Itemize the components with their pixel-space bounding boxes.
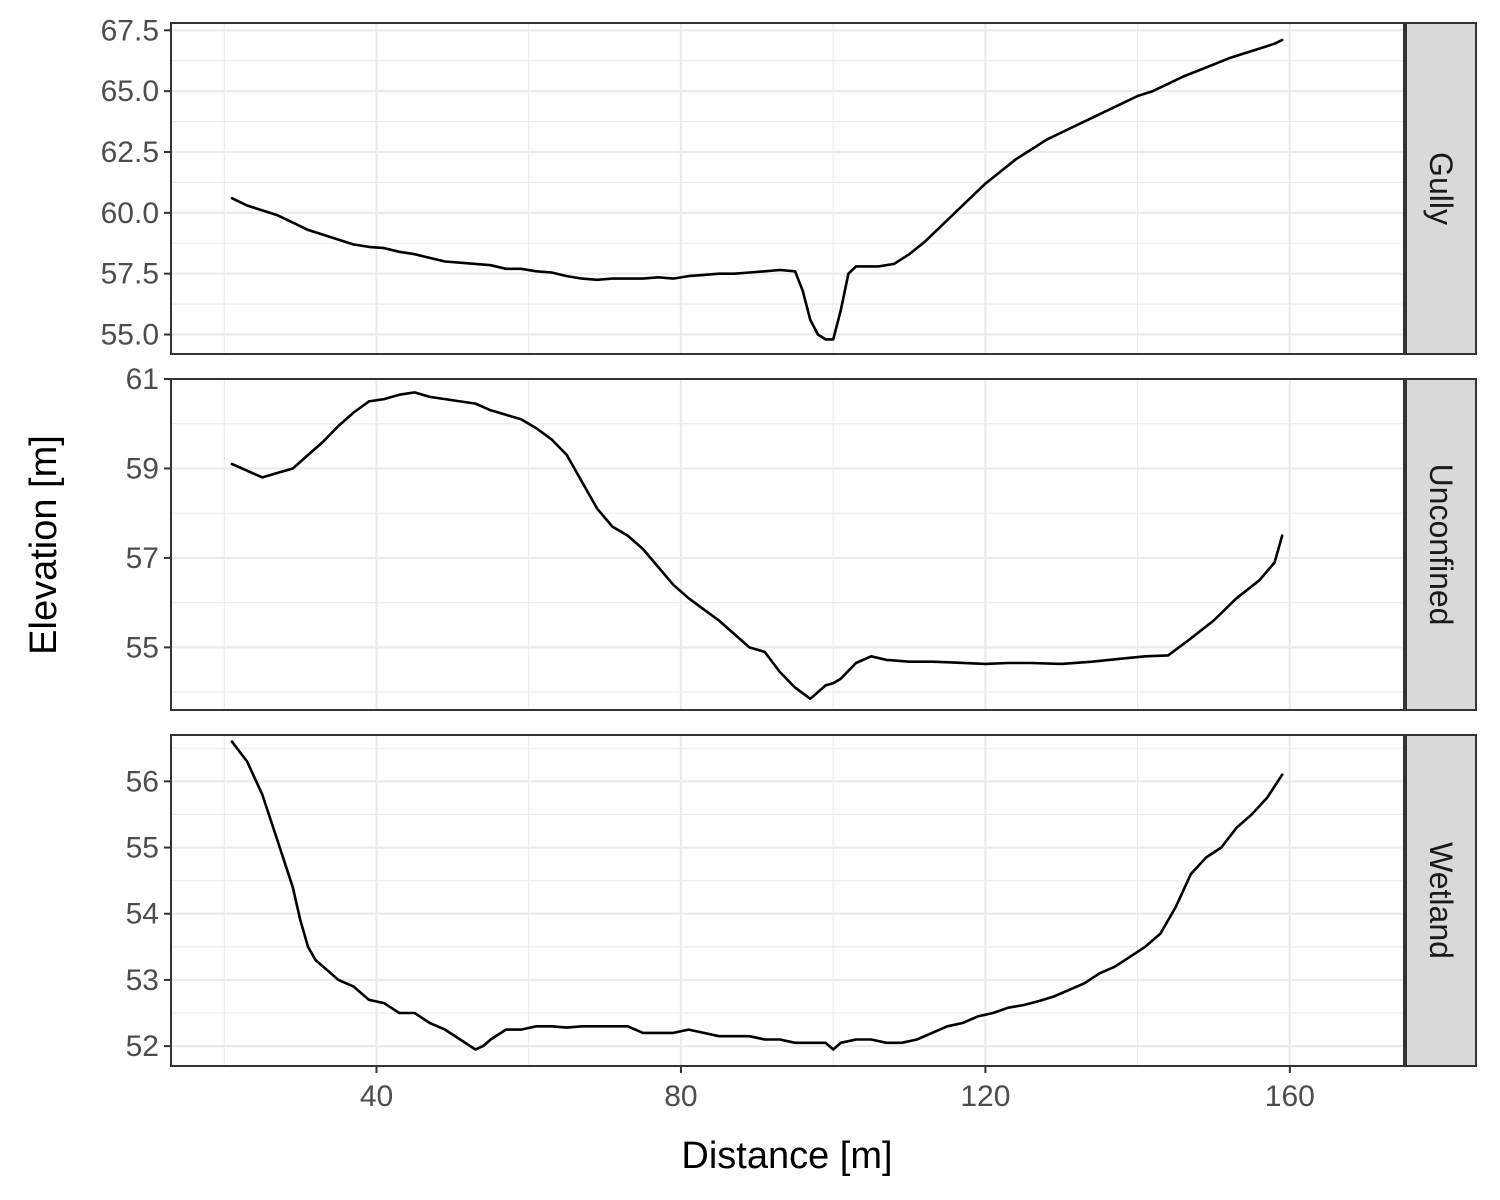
series-line-gully [230,38,1284,341]
y-tick-label: 56 [126,765,159,798]
x-tick-label: 120 [960,1080,1010,1113]
facet-strip-background [1405,22,1477,355]
y-tick-label: 55 [126,631,159,664]
y-tick-label: 55 [126,832,159,865]
y-axis-title: Elevation [m] [23,435,65,655]
series-line-unconfined [230,391,1284,701]
x-axis-title: Distance [m] [681,1135,892,1177]
x-tick-label: 160 [1265,1080,1315,1113]
y-tick-label: 65.0 [101,75,159,108]
facet-strip-background [1405,378,1477,711]
y-tick-label: 55.0 [101,319,159,352]
facet-strip-label: Unconfined [1423,464,1459,626]
y-tick-label: 53 [126,964,159,997]
panel-border [170,378,1405,711]
series-line-wetland [230,740,1284,1051]
panel-gully: 55.0 57.5 60.0 62.5 65.0 67.5 Gully [101,14,1477,355]
y-tick-label: 57 [126,542,159,575]
y-tick-label: 60.0 [101,197,159,230]
y-tick-label: 57.5 [101,258,159,291]
panel-unconfined: 55 57 59 61 Unconfined [126,363,1477,711]
y-tick-label: 62.5 [101,136,159,169]
x-tick-label: 80 [664,1080,697,1113]
panel-wetland: 52 53 54 55 56 Wetland [126,734,1477,1067]
facet-strip-background [1405,734,1477,1067]
panel-background [171,379,1404,710]
y-tick-label: 67.5 [101,14,159,47]
panel-border [170,22,1405,355]
panel-border [170,734,1405,1067]
panel-background [171,735,1404,1066]
x-tick-label: 40 [360,1080,393,1113]
y-tick-label: 54 [126,898,159,931]
facet-strip-label: Gully [1423,152,1459,225]
y-tick-label: 59 [126,452,159,485]
y-tick-label: 52 [126,1030,159,1063]
y-tick-label: 61 [126,363,159,396]
facet-strip-label: Wetland [1423,842,1459,959]
